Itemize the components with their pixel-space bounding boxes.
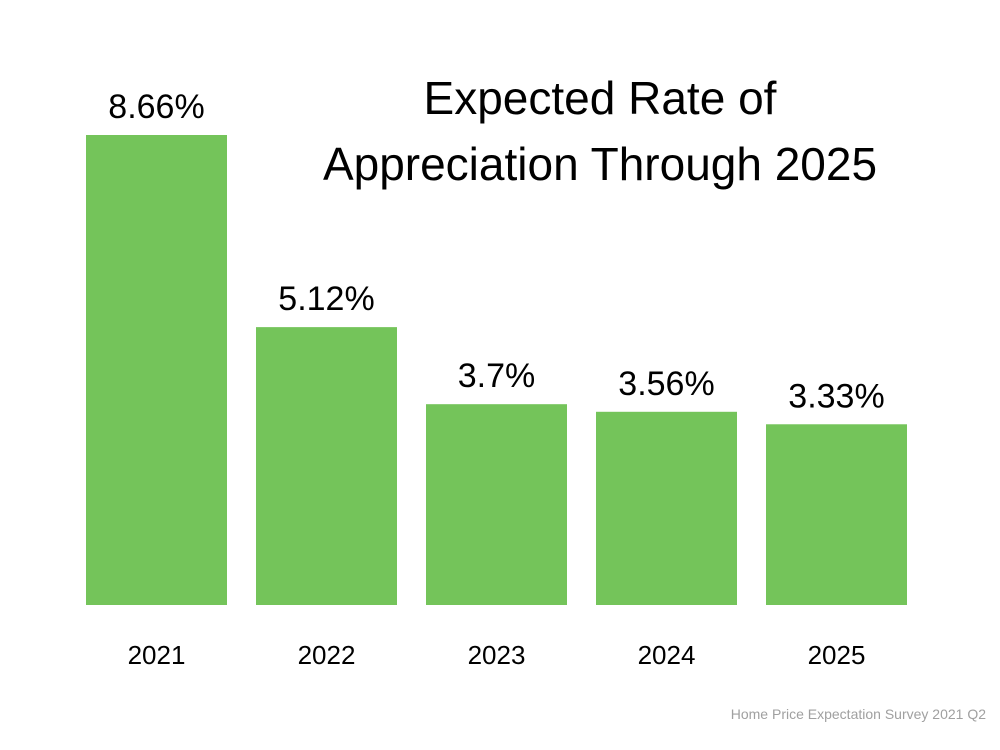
x-tick-label-2025: 2025 — [808, 640, 866, 670]
x-tick-label-2023: 2023 — [468, 640, 526, 670]
bar-2022 — [256, 327, 397, 605]
x-tick-label-2024: 2024 — [638, 640, 696, 670]
bar-2024 — [596, 411, 737, 605]
chart-title-line-1: Expected Rate of — [423, 72, 777, 124]
x-tick-label-2022: 2022 — [298, 640, 356, 670]
x-tick-label-2021: 2021 — [128, 640, 186, 670]
data-label-2025: 3.33% — [788, 377, 884, 415]
bar-2025 — [766, 424, 907, 605]
chart-title-line-2: Appreciation Through 2025 — [322, 138, 878, 190]
data-label-2023: 3.7% — [458, 357, 536, 395]
data-label-2022: 5.12% — [278, 280, 374, 318]
data-label-2021: 8.66% — [108, 88, 204, 126]
bar-2021 — [86, 135, 227, 605]
bar-2023 — [426, 404, 567, 605]
data-label-2024: 3.56% — [618, 365, 714, 403]
source-note: Home Price Expectation Survey 2021 Q2 — [730, 706, 986, 722]
